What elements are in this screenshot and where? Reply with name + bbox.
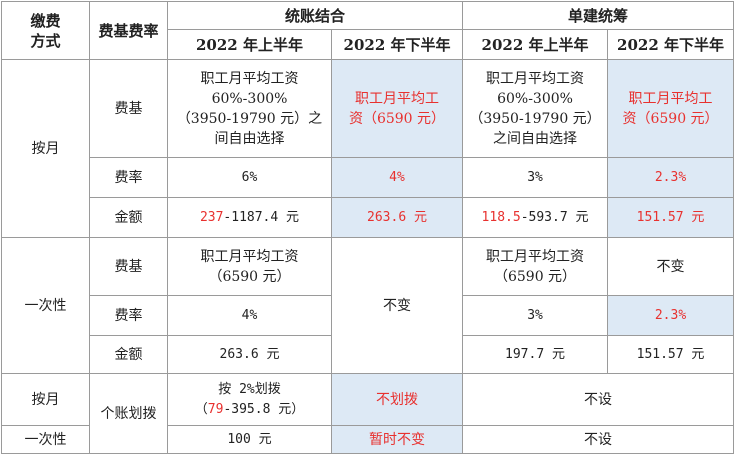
header-payment-method: 缴费 方式	[1, 1, 90, 60]
row-group-lump: 一次性	[1, 237, 90, 374]
cell-lump-rate-single-h1: 3%	[462, 295, 609, 336]
label-personal-lump: 一次性	[1, 425, 90, 454]
label-personal-monthly: 按月	[1, 373, 90, 426]
cell-personal-monthly-single: 不设	[462, 373, 735, 426]
label-lump-rate: 费率	[89, 295, 168, 336]
header-combined-h1: 2022 年上半年	[167, 29, 332, 60]
cell-lump-amount-single-h2: 151.57 元	[607, 335, 735, 374]
cell-monthly-amount-single-h1: 118.5-593.7 元	[462, 197, 609, 238]
cell-monthly-rate-single-h2: 2.3%	[607, 157, 735, 198]
cell-personal-lump-single: 不设	[462, 425, 735, 454]
header-single: 单建统筹	[462, 1, 735, 30]
cell-personal-lump-comb-h2: 暂时不变	[330, 425, 464, 454]
cell-lump-comb-h2-merged: 不变	[330, 237, 464, 374]
label-lump-amount: 金额	[89, 335, 168, 374]
header-single-h1: 2022 年上半年	[462, 29, 609, 60]
cell-personal-monthly-comb-h2: 不划拨	[330, 373, 464, 426]
cell-monthly-base-comb-h1: 职工月平均工资 60%-300% （3950-19790 元）之 间自由选择	[167, 59, 332, 158]
label-personal-account: 个账划拨	[89, 373, 168, 454]
cell-monthly-base-single-h1: 职工月平均工资 60%-300% （3950-19790 元） 之间自由选择	[462, 59, 609, 158]
cell-lump-amount-comb-h1: 263.6 元	[167, 335, 332, 374]
cell-personal-monthly-comb-h1: 按 2%划拨 （79-395.8 元）	[167, 373, 332, 426]
cell-lump-base-single-h1: 职工月平均工资 （6590 元）	[462, 237, 609, 296]
header-combined: 统账结合	[166, 1, 464, 30]
cell-lump-base-comb-h1: 职工月平均工资 （6590 元）	[167, 237, 332, 296]
label-monthly-amount: 金额	[89, 197, 168, 238]
cell-lump-rate-single-h2: 2.3%	[607, 295, 735, 336]
cell-monthly-rate-comb-h1: 6%	[167, 157, 332, 198]
cell-monthly-amount-comb-h1: 237-1187.4 元	[167, 197, 332, 238]
cell-lump-rate-comb-h1: 4%	[167, 295, 332, 336]
cell-monthly-amount-comb-h2: 263.6 元	[330, 197, 464, 238]
cell-monthly-base-single-h2: 职工月平均工 资（6590 元）	[607, 59, 735, 158]
cell-monthly-amount-single-h2: 151.57 元	[607, 197, 735, 238]
header-combined-h2: 2022 年下半年	[330, 29, 464, 60]
label-lump-base: 费基	[89, 237, 168, 296]
cell-monthly-rate-comb-h2: 4%	[330, 157, 464, 198]
row-group-monthly: 按月	[1, 59, 90, 238]
label-monthly-base: 费基	[89, 59, 168, 158]
cell-lump-amount-single-h1: 197.7 元	[462, 335, 609, 374]
cell-monthly-base-comb-h2: 职工月平均工 资（6590 元）	[330, 59, 464, 158]
cell-lump-base-single-h2: 不变	[607, 237, 735, 296]
cell-personal-lump-comb-h1: 100 元	[167, 425, 332, 454]
cell-monthly-rate-single-h1: 3%	[462, 157, 609, 198]
label-monthly-rate: 费率	[89, 157, 168, 198]
header-single-h2: 2022 年下半年	[607, 29, 735, 60]
header-base-rate: 费基费率	[89, 1, 168, 60]
